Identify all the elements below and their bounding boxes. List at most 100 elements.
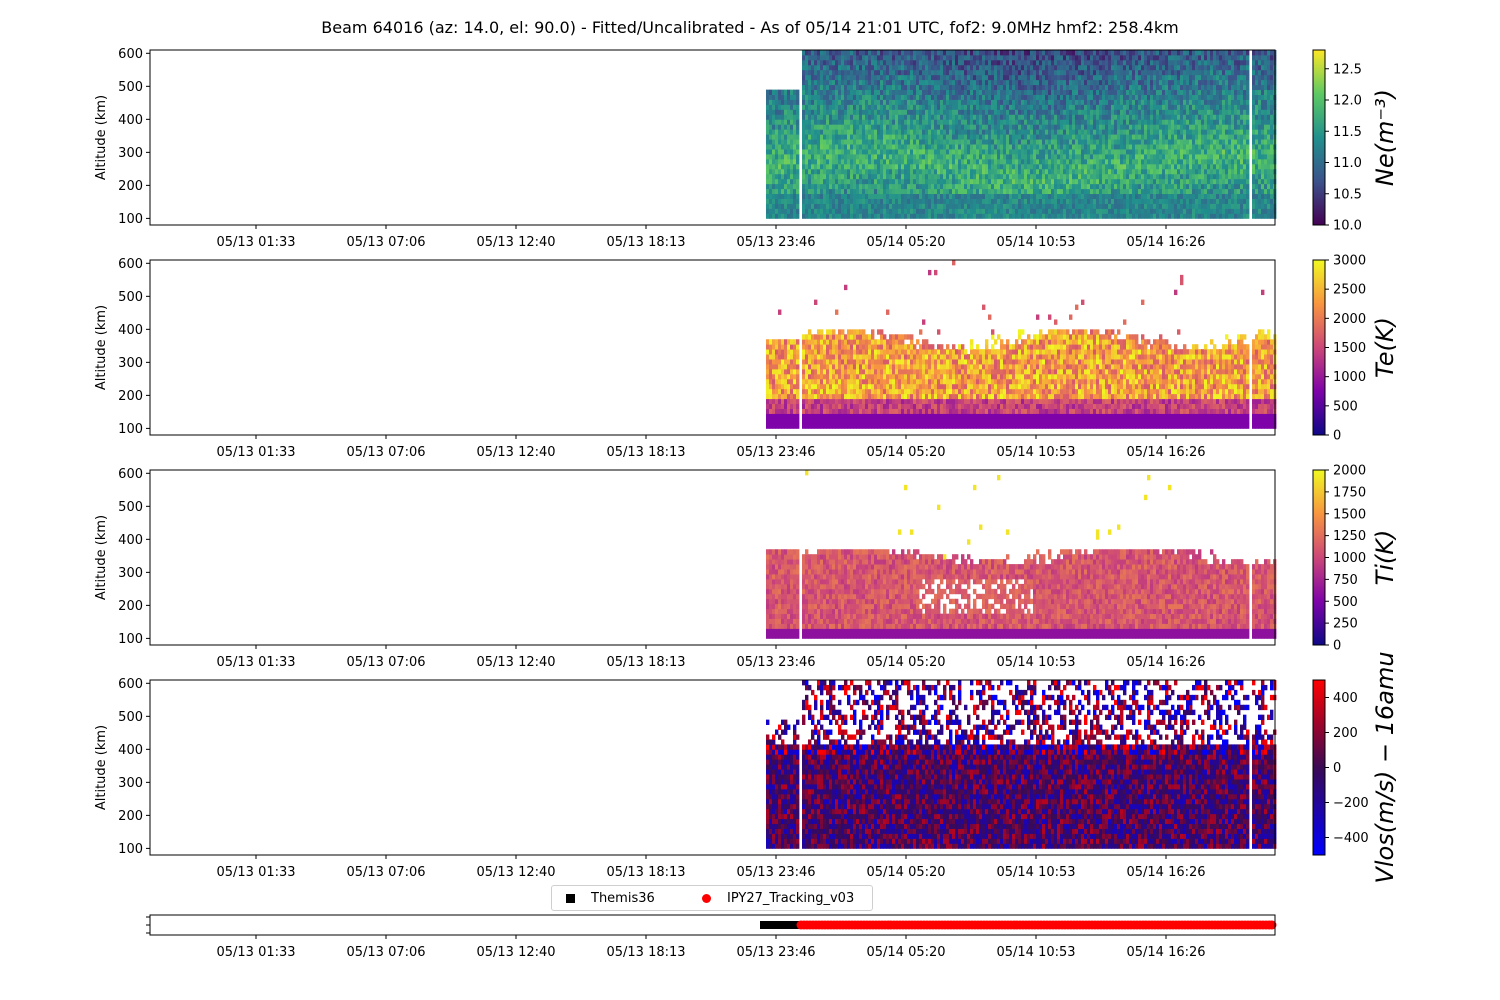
heat-cell [934, 158, 938, 165]
heat-cell [985, 144, 989, 150]
heat-cell [955, 109, 959, 115]
heat-cell [1159, 50, 1163, 56]
heat-cell [1141, 144, 1145, 150]
heat-cell [865, 139, 869, 145]
heat-cell [1123, 124, 1127, 130]
heat-cell [844, 163, 848, 170]
heat-cell [802, 129, 806, 135]
heat-cell [994, 198, 998, 204]
heat-cell [907, 104, 911, 110]
heat-cell [904, 183, 908, 190]
heat-cell [922, 154, 926, 160]
heat-cell [1066, 74, 1070, 81]
heat-cell [877, 208, 881, 214]
heat-cell [997, 213, 1001, 219]
heat-cell [1117, 94, 1121, 100]
heat-cell [1066, 59, 1070, 66]
heat-cell [1153, 109, 1157, 115]
heat-cell [913, 64, 917, 71]
heat-cell [886, 54, 890, 61]
heat-cell [1006, 124, 1010, 130]
heat-cell [1198, 203, 1202, 209]
heat-cell [1192, 59, 1196, 66]
heat-cell [1123, 203, 1127, 209]
heat-cell [970, 193, 974, 199]
heat-cell [931, 104, 935, 110]
heat-cell [1069, 89, 1073, 95]
heat-cell [1087, 69, 1091, 76]
heat-cell [859, 183, 863, 190]
heat-cell [1147, 144, 1151, 150]
heat-cell [766, 163, 770, 170]
heat-cell [937, 139, 941, 145]
heat-cell [889, 109, 893, 115]
heat-cell [793, 139, 797, 145]
heat-cell [862, 144, 866, 150]
heat-cell [1183, 84, 1187, 91]
heat-cell [949, 129, 953, 135]
heat-cell [784, 124, 788, 130]
heat-cell [1201, 74, 1205, 81]
heat-cell [976, 188, 980, 195]
heat-cell [880, 198, 884, 204]
heat-cell [868, 59, 872, 66]
heat-cell [985, 79, 989, 86]
heat-cell [922, 64, 926, 71]
heat-cell [877, 178, 881, 185]
heat-cell [787, 134, 791, 140]
heat-cell [808, 69, 812, 76]
heat-cell [817, 50, 821, 56]
heat-cell [988, 203, 992, 209]
heat-cell [985, 119, 989, 125]
heat-cell [898, 134, 902, 140]
heat-cell [949, 193, 953, 199]
heat-cell [811, 168, 815, 175]
heat-cell [1138, 69, 1142, 76]
heat-cell [1207, 163, 1211, 170]
heat-cell [853, 54, 857, 61]
heat-cell [1132, 104, 1136, 110]
heat-cell [1174, 144, 1178, 150]
heat-cell [1057, 74, 1061, 81]
heat-cell [1111, 178, 1115, 185]
heat-cell [1150, 178, 1154, 185]
heat-cell [1009, 99, 1013, 105]
heat-cell [946, 74, 950, 81]
heat-cell [1195, 84, 1199, 91]
heat-cell [1090, 54, 1094, 61]
heat-cell [889, 198, 893, 204]
heat-cell [1072, 89, 1076, 95]
heat-cell [1003, 74, 1007, 81]
heat-cell [1072, 129, 1076, 135]
heat-cell [790, 193, 794, 199]
heat-cell [1003, 134, 1007, 140]
heat-cell [1117, 213, 1121, 219]
heat-cell [913, 154, 917, 160]
heat-cell [1072, 79, 1076, 86]
heat-cell [1093, 149, 1097, 155]
heat-cell [1108, 79, 1112, 86]
heat-cell [928, 188, 932, 195]
heat-cell [1183, 129, 1187, 135]
heat-cell [835, 129, 839, 135]
heat-cell [973, 193, 977, 199]
heat-cell [994, 178, 998, 185]
heat-cell [841, 69, 845, 76]
heat-cell [1000, 213, 1004, 219]
heat-cell [1171, 114, 1175, 120]
heat-cell [892, 50, 896, 56]
heat-cell [1105, 50, 1109, 56]
heat-cell [838, 109, 842, 115]
heat-cell [961, 89, 965, 95]
heat-cell [877, 94, 881, 100]
heat-cell [1144, 178, 1148, 185]
heat-cell [934, 139, 938, 145]
heat-cell [1024, 158, 1028, 165]
heat-cell [844, 94, 848, 100]
heat-cell [1168, 173, 1172, 180]
heat-cell [1027, 149, 1031, 155]
heat-cell [874, 163, 878, 170]
heat-cell [901, 154, 905, 160]
heat-cell [871, 198, 875, 204]
heat-cell [1075, 69, 1079, 76]
